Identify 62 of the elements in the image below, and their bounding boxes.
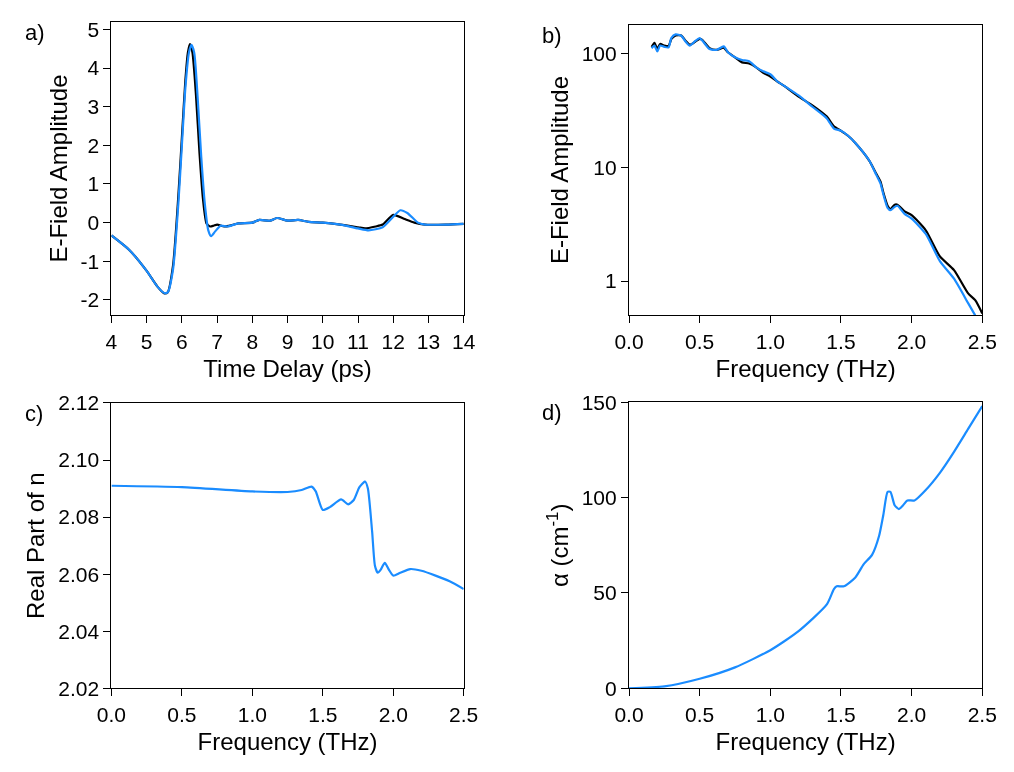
y-tick-label: 2.08 — [58, 505, 100, 529]
y-tick-label: 0 — [87, 210, 100, 234]
y-tick-label: 0 — [605, 676, 617, 700]
x-tick-label: 0.0 — [614, 702, 644, 726]
x-axis-title: Frequency (THz) — [715, 727, 896, 755]
y-tick-label: 2.12 — [58, 391, 100, 415]
y-tick-label: 100 — [581, 485, 617, 509]
x-tick-label: 12 — [381, 329, 405, 353]
text: b) — [542, 23, 562, 48]
x-tick-label: 1.0 — [755, 702, 785, 726]
x-tick-label: 0.5 — [167, 702, 197, 726]
y-tick-label: 1 — [87, 172, 100, 196]
x-tick-label: 13 — [416, 329, 441, 353]
text: d) — [542, 400, 562, 425]
x-tick-label: 5 — [140, 329, 153, 353]
x-tick-label: 6 — [176, 329, 188, 353]
y-tick-label: 4 — [87, 56, 100, 80]
x-tick-label: 2.5 — [967, 329, 997, 353]
x-tick-label: 8 — [246, 329, 259, 353]
x-axis-title: Frequency (THz) — [715, 354, 896, 382]
x-tick-label: 9 — [281, 329, 294, 353]
x-tick-label: 14 — [452, 329, 476, 353]
y-tick-label: 50 — [593, 581, 617, 605]
y-tick-label: -1 — [80, 249, 100, 273]
x-tick-label: 4 — [105, 329, 118, 353]
y-tick-label: -2 — [80, 288, 100, 312]
text: c) — [25, 401, 44, 426]
x-tick-label: 2.0 — [897, 329, 927, 353]
y-tick-label: 150 — [581, 390, 617, 414]
y-tick-label: 1 — [605, 269, 617, 293]
x-tick-label: 0.5 — [685, 702, 715, 726]
y-tick-label: 100 — [581, 42, 617, 66]
x-tick-label: 0.5 — [685, 329, 715, 353]
x-axis-title: Frequency (THz) — [197, 727, 378, 755]
x-tick-label: 1.5 — [826, 329, 856, 353]
x-tick-label: 1.5 — [826, 702, 856, 726]
x-tick-label: 0.0 — [96, 702, 127, 726]
x-tick-label: 1.5 — [308, 702, 338, 726]
x-tick-label: 11 — [347, 329, 369, 353]
x-tick-label: 2.0 — [378, 702, 408, 726]
text: a) — [25, 20, 45, 45]
x-tick-label: 7 — [211, 329, 223, 353]
line-series — [111, 480, 464, 591]
y-tick-label: 2.04 — [58, 619, 100, 643]
y-tick-label: 3 — [87, 95, 100, 119]
y-tick-label: 2.02 — [58, 676, 100, 700]
x-tick-label: 10 — [311, 329, 335, 353]
x-tick-label: 1.0 — [755, 329, 785, 353]
y-tick-label: 10 — [593, 155, 617, 179]
x-tick-label: 2.5 — [449, 702, 479, 726]
y-tick-label: 2 — [87, 133, 100, 157]
y-tick-label: 2.06 — [58, 562, 100, 586]
y-tick-label: 2.10 — [58, 448, 100, 472]
x-tick-label: 2.5 — [967, 702, 997, 726]
x-tick-label: 2.0 — [897, 702, 927, 726]
x-tick-label: 1.0 — [237, 702, 267, 726]
y-axis-title: Real Part of n — [22, 472, 50, 620]
y-tick-label: 5 — [87, 17, 100, 41]
y-axis-title: E-Field Amplitude — [545, 75, 573, 265]
x-axis-title: Time Delay (ps) — [203, 354, 372, 382]
y-axis-title: E-Field Amplitude — [44, 74, 72, 263]
x-tick-label: 0.0 — [614, 329, 644, 353]
